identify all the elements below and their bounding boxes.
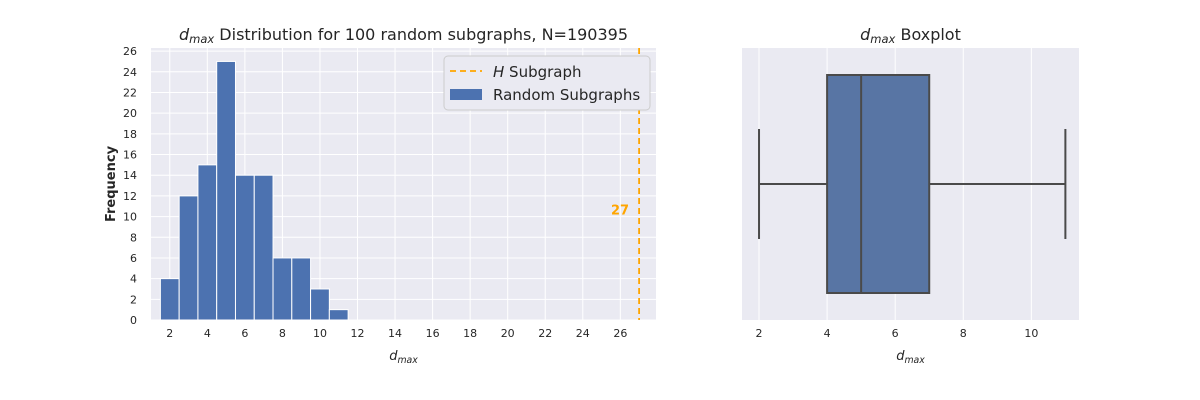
boxplot-x-tick-label: 8 (960, 327, 967, 340)
histogram-x-tick-label: 14 (388, 327, 402, 340)
histogram-y-tick-label: 0 (130, 314, 137, 327)
histogram-bar (159, 278, 180, 321)
histogram-y-tick-label: 18 (123, 128, 137, 141)
histogram-bar (253, 174, 274, 321)
histogram-bar (291, 257, 312, 321)
histogram-y-tick-label: 6 (130, 252, 137, 265)
histogram-x-tick-label: 2 (166, 327, 173, 340)
legend-random-subgraphs-label: Random Subgraphs (493, 86, 640, 104)
histogram-bar (216, 60, 236, 321)
histogram-bar (328, 309, 349, 321)
histogram-bar (310, 288, 330, 321)
histogram-x-tick-label: 16 (426, 327, 440, 340)
histogram-x-tick-label: 6 (241, 327, 248, 340)
histogram-x-tick-label: 24 (576, 327, 590, 340)
histogram-y-tick-label: 10 (123, 211, 137, 224)
histogram-legend: H Subgraph Random Subgraphs (443, 55, 651, 111)
histogram-y-tick-label: 16 (123, 149, 137, 162)
boxplot-body (758, 74, 1067, 294)
histogram-x-tick-label: 20 (501, 327, 515, 340)
h-subgraph-value-label: 27 (611, 204, 629, 219)
histogram-bars (159, 60, 349, 321)
histogram-x-tick-label: 10 (313, 327, 327, 340)
histogram-bar (178, 195, 199, 321)
histogram-y-tick-label: 8 (130, 231, 137, 244)
histogram-y-tick-label: 20 (123, 107, 137, 120)
histogram-x-tick-label: 22 (538, 327, 552, 340)
histogram-y-axis-label: Frequency (104, 145, 119, 222)
histogram-x-axis-label: dmax (389, 349, 418, 366)
histogram-x-tick-label: 4 (204, 327, 211, 340)
histogram-y-tick-label: 2 (130, 293, 137, 306)
boxplot-x-tick-label: 6 (892, 327, 899, 340)
histogram-bar (197, 164, 218, 321)
histogram-bar (272, 257, 293, 321)
legend-h-subgraph-label: H Subgraph (493, 63, 582, 81)
histogram-title: dmax Distribution for 100 random subgrap… (179, 25, 628, 46)
legend-frame (443, 55, 651, 111)
boxplot-panel: 2 4 6 8 10 dmax Boxplot dmax (742, 25, 1079, 366)
legend-random-subgraphs-swatch (450, 89, 482, 100)
histogram-bar (234, 174, 255, 321)
boxplot-x-tick-label: 10 (1024, 327, 1038, 340)
boxplot-x-tick-label: 2 (756, 327, 763, 340)
histogram-x-tick-label: 12 (351, 327, 365, 340)
boxplot-box (826, 74, 931, 294)
boxplot-x-tick-label: 4 (824, 327, 831, 340)
histogram-y-tick-label: 14 (123, 169, 137, 182)
histogram-x-tick-label: 8 (279, 327, 286, 340)
histogram-panel: 27 2 4 6 8 10 12 14 16 18 20 22 24 26 02468101214161… (104, 25, 656, 366)
histogram-y-tick-label: 22 (123, 86, 137, 99)
histogram-x-tick-label: 18 (463, 327, 477, 340)
histogram-x-tick-labels: 2 4 6 8 10 12 14 16 18 20 22 24 26 (166, 327, 627, 340)
histogram-y-tick-label: 24 (123, 66, 137, 79)
histogram-y-tick-label: 26 (123, 45, 137, 58)
histogram-y-tick-label: 4 (130, 273, 137, 286)
boxplot-x-tick-labels: 2 4 6 8 10 (756, 327, 1039, 340)
histogram-x-tick-label: 26 (613, 327, 627, 340)
histogram-y-tick-label: 12 (123, 190, 137, 203)
boxplot-x-axis-label: dmax (896, 349, 925, 366)
boxplot-title: dmax Boxplot (860, 25, 961, 46)
